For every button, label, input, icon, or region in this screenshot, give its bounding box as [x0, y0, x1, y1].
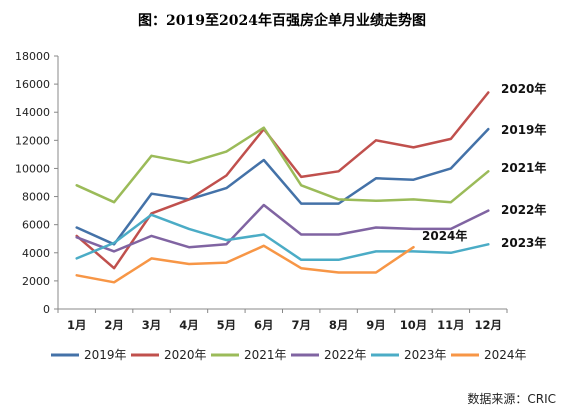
x-tick-label: 3月 — [142, 318, 162, 332]
legend-label: 2023年 — [404, 348, 447, 362]
series-line-2023 — [75, 213, 490, 262]
y-tick-label: 18000 — [15, 50, 50, 63]
y-tick-label: 2000 — [22, 275, 50, 288]
series-line-2024 — [75, 244, 415, 284]
series-end-label: 2021年 — [501, 160, 546, 175]
series-line-2022 — [75, 203, 490, 253]
y-tick-label: 16000 — [15, 78, 50, 91]
x-tick-label: 1月 — [67, 318, 87, 332]
x-tick-label: 4月 — [179, 318, 199, 332]
x-tick-label: 8月 — [329, 318, 349, 332]
y-tick-label: 10000 — [15, 162, 50, 175]
chart-axes: 0 2000 4000 6000 8000 10000 12000 14000 16000 180… — [15, 50, 508, 332]
y-tick-label: 12000 — [15, 134, 50, 147]
series-line-2019 — [75, 127, 490, 246]
series-end-label: 2022年 — [501, 202, 546, 217]
series-end-label: 2020年 — [501, 81, 546, 96]
y-tick-label: 4000 — [22, 247, 50, 260]
y-tick-label: 14000 — [15, 106, 50, 119]
chart-legend: 2019年 2020年 2021年 2022年 2023年 2024年 — [51, 348, 527, 362]
x-tick-label: 2月 — [104, 318, 124, 332]
y-tick-label: 8000 — [22, 191, 50, 204]
legend-label: 2024年 — [484, 348, 527, 362]
legend-label: 2021年 — [244, 348, 287, 362]
x-tick-label: 12月 — [475, 318, 503, 332]
chart-source: 数据来源：CRIC — [467, 391, 556, 406]
series-end-label: 2019年 — [501, 122, 546, 137]
series-end-label: 2024年 — [422, 228, 467, 243]
y-tick-label: 6000 — [22, 219, 50, 232]
legend-label: 2020年 — [164, 348, 207, 362]
x-tick-label: 9月 — [366, 318, 386, 332]
series-line-2020 — [75, 91, 490, 270]
chart-title: 图：2019至2024年百强房企单月业绩走势图 — [138, 12, 426, 29]
x-tick-label: 11月 — [437, 318, 465, 332]
y-tick-label: 0 — [43, 303, 50, 316]
x-tick-label: 10月 — [400, 318, 428, 332]
series-end-label: 2023年 — [501, 235, 546, 250]
x-tick-label: 5月 — [217, 318, 237, 332]
chart-series-labels: 2019年 2020年 2021年 2022年 2023年 2024年 — [422, 81, 546, 250]
chart-series-lines — [75, 91, 490, 284]
x-tick-label: 7月 — [291, 318, 311, 332]
legend-label: 2022年 — [324, 348, 367, 362]
legend-label: 2019年 — [84, 348, 127, 362]
x-tick-label: 6月 — [254, 318, 274, 332]
series-line-2021 — [75, 126, 490, 204]
